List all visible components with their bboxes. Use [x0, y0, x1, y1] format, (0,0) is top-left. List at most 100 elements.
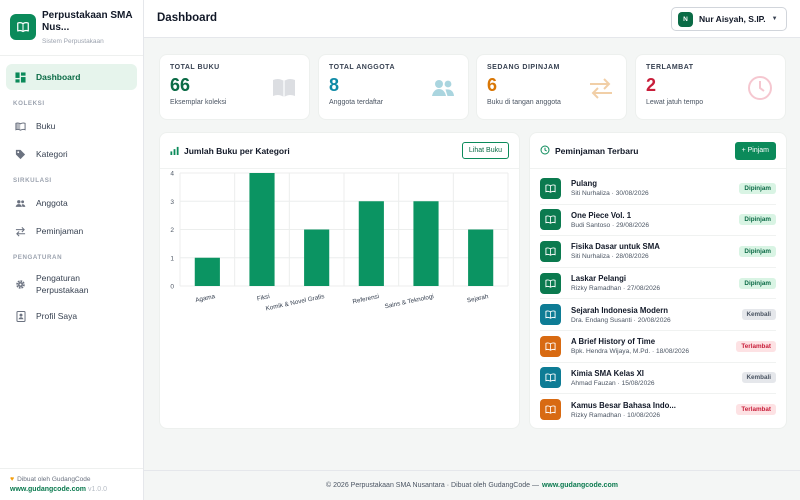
loan-info: Fisika Dasar untuk SMA Siti Nurhaliza · 2… — [571, 242, 739, 260]
recent-loans-card: Peminjaman Terbaru + Pinjam Pulang Siti N… — [529, 132, 787, 429]
user-name: Nur Aisyah, S.IP. — [699, 14, 766, 24]
sidebar-footer: ♥ Dibuat oleh GudangCode www.gudangcode.… — [0, 468, 143, 500]
book-icon — [540, 209, 561, 231]
brand[interactable]: Perpustakaan SMA Nus... Sistem Perpustak… — [0, 0, 143, 56]
brand-title: Perpustakaan SMA Nus... — [42, 10, 133, 33]
history-icon — [540, 142, 550, 160]
status-badge: Dipinjam — [739, 245, 776, 257]
x-tick-label: Sejarah — [466, 293, 489, 304]
chart-card-header: Jumlah Buku per Kategori Lihat Buku — [160, 133, 519, 169]
book-icon — [540, 399, 561, 421]
footer-website-link[interactable]: www.gudangcode.com — [541, 482, 618, 489]
book-icon — [540, 304, 561, 326]
stat-card-terlambat: TERLAMBAT 2 Lewat jatuh tempo — [635, 54, 786, 120]
loan-title: One Piece Vol. 1 — [571, 210, 632, 220]
clock-icon — [747, 75, 773, 101]
loan-meta: Ahmad Fauzan · 15/08/2026 — [571, 379, 655, 387]
bar — [413, 201, 439, 286]
y-tick-label: 0 — [170, 284, 174, 291]
pinjam-button[interactable]: + Pinjam — [734, 141, 776, 160]
loan-row[interactable]: Sejarah Indonesia Modern Dra. Endang Susa… — [540, 299, 776, 331]
brand-subtitle: Sistem Perpustakaan — [42, 38, 104, 45]
made-by-text: Dibuat oleh GudangCode — [17, 476, 91, 483]
id-card-icon — [15, 310, 26, 322]
chart-card-title: Jumlah Buku per Kategori — [184, 145, 290, 156]
exchange-icon — [588, 75, 614, 101]
stat-card-total-anggota: TOTAL ANGGOTA 8 Anggota terdaftar — [318, 54, 469, 120]
loan-row[interactable]: Pulang Siti Nurhaliza · 30/08/2026 Dipinja… — [540, 173, 776, 205]
sidebar-item-profil[interactable]: Profil Saya — [6, 303, 137, 329]
loan-row[interactable]: Kamus Besar Bahasa Indo... Rizky Ramadhan… — [540, 394, 776, 426]
loan-meta: Siti Nurhaliza · 28/08/2026 — [571, 253, 649, 261]
bar — [194, 257, 220, 286]
loan-row[interactable]: Fisika Dasar untuk SMA Siti Nurhaliza · 2… — [540, 236, 776, 268]
book-icon — [540, 240, 561, 262]
footer-website-link[interactable]: www.gudangcode.com v1.0.0 — [10, 486, 133, 493]
stat-value: 2 — [646, 75, 657, 95]
loan-info: Kamus Besar Bahasa Indo... Rizky Ramadhan… — [571, 401, 736, 419]
website-text: www.gudangcode.com — [10, 486, 86, 493]
sidebar: Perpustakaan SMA Nus... Sistem Perpustak… — [0, 0, 144, 500]
bar — [468, 229, 494, 286]
loan-row[interactable]: One Piece Vol. 1 Budi Santoso · 29/08/202… — [540, 205, 776, 237]
stat-subtitle: Buku di tangan anggota — [487, 99, 561, 106]
loan-title: Laskar Pelangi — [571, 274, 627, 284]
sidebar-item-label: Peminjaman — [36, 226, 84, 236]
loan-meta: Rizky Ramadhan · 10/08/2026 — [571, 411, 661, 419]
loan-row[interactable]: A Brief History of Time Bpk. Hendra Wijay… — [540, 331, 776, 363]
loan-title: Kamus Besar Bahasa Indo... — [571, 400, 676, 410]
sidebar-item-label: Profil Saya — [36, 311, 78, 321]
exchange-icon — [15, 226, 26, 237]
loan-list: Pulang Siti Nurhaliza · 30/08/2026 Dipinja… — [530, 169, 786, 426]
loan-meta: Budi Santoso · 29/08/2026 — [571, 221, 650, 229]
loan-title: Pulang — [571, 179, 597, 189]
sidebar-item-kategori[interactable]: Kategori — [6, 141, 137, 167]
sidebar-item-anggota[interactable]: Anggota — [6, 190, 137, 216]
page-footer: © 2026 Perpustakaan SMA Nusantara · Dibu… — [144, 470, 800, 500]
loan-info: Pulang Siti Nurhaliza · 30/08/2026 — [571, 179, 739, 197]
sidebar-item-label: Pengaturan Perpustakaan — [36, 273, 89, 295]
stat-subtitle: Anggota terdaftar — [329, 99, 384, 106]
bar-chart-icon — [170, 142, 179, 160]
status-badge: Dipinjam — [739, 182, 776, 194]
loan-title: Kimia SMA Kelas XI — [571, 368, 644, 378]
footer-text: © 2026 Perpustakaan SMA Nusantara · Dibu… — [326, 482, 539, 489]
sidebar-item-dashboard[interactable]: Dashboard — [6, 64, 137, 90]
sidebar-item-pengaturan[interactable]: Pengaturan Perpustakaan — [6, 267, 137, 301]
made-by: ♥ Dibuat oleh GudangCode — [10, 476, 133, 483]
users-icon — [430, 75, 456, 101]
sidebar-item-peminjaman[interactable]: Peminjaman — [6, 218, 137, 244]
loan-title: A Brief History of Time — [571, 337, 656, 347]
loan-info: Sejarah Indonesia Modern Dra. Endang Susa… — [571, 306, 742, 324]
loan-meta: Rizky Ramadhan · 27/08/2026 — [571, 285, 661, 293]
x-tick-label: Komik & Novel Grafis — [265, 293, 325, 312]
nav-section-pengaturan: PENGATURAN — [13, 254, 63, 261]
bar — [358, 201, 384, 286]
user-menu-button[interactable]: N Nur Aisyah, S.IP. ▼ — [671, 7, 787, 31]
loan-row[interactable]: Kimia SMA Kelas XI Ahmad Fauzan · 15/08/2… — [540, 363, 776, 395]
loan-title: Sejarah Indonesia Modern — [571, 305, 669, 315]
y-tick-label: 1 — [170, 255, 174, 262]
tag-icon — [15, 149, 26, 160]
page-title: Dashboard — [157, 12, 218, 24]
loan-meta: Bpk. Hendra Wijaya, M.Pd. · 18/08/2026 — [571, 348, 690, 356]
topbar: Dashboard N Nur Aisyah, S.IP. ▼ — [144, 0, 800, 38]
gear-icon — [15, 279, 26, 290]
stat-subtitle: Lewat jatuh tempo — [646, 99, 704, 106]
loan-meta: Siti Nurhaliza · 30/08/2026 — [571, 190, 649, 198]
lihat-buku-button[interactable]: Lihat Buku — [461, 142, 509, 159]
sidebar-item-buku[interactable]: Buku — [6, 113, 137, 139]
loan-info: A Brief History of Time Bpk. Hendra Wijay… — [571, 337, 736, 355]
stat-label: TERLAMBAT — [646, 64, 694, 71]
y-tick-label: 2 — [170, 227, 174, 234]
sidebar-item-label: Dashboard — [36, 72, 81, 82]
status-badge: Terlambat — [736, 404, 776, 416]
status-badge: Dipinjam — [739, 214, 776, 226]
stat-value: 6 — [487, 75, 498, 95]
loan-row[interactable]: Laskar Pelangi Rizky Ramadhan · 27/08/202… — [540, 268, 776, 300]
loan-info: Kimia SMA Kelas XI Ahmad Fauzan · 15/08/2… — [571, 369, 742, 387]
book-icon — [15, 121, 26, 132]
sidebar-item-label: Buku — [36, 121, 56, 131]
stat-card-sedang-dipinjam: SEDANG DIPINJAM 6 Buku di tangan anggota — [476, 54, 627, 120]
book-icon — [540, 272, 561, 294]
